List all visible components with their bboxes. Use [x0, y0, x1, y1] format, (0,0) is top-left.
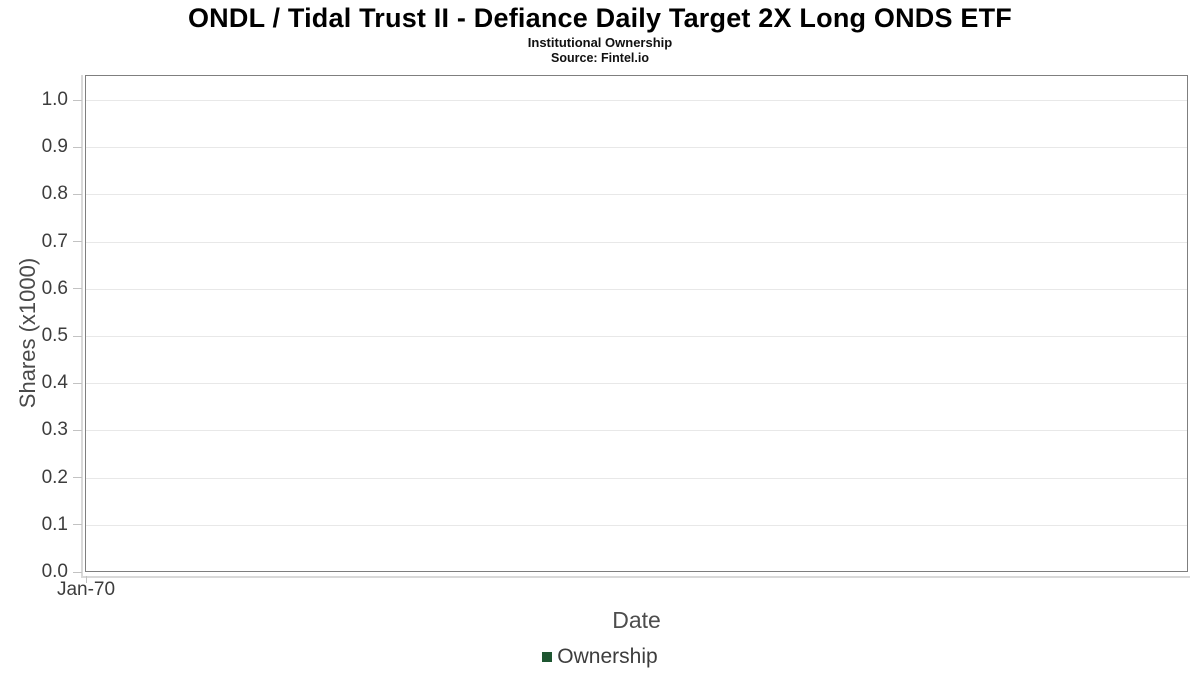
y-tick-label: 0.8 [41, 183, 68, 205]
y-tick-label: 0.0 [41, 561, 68, 582]
y-tick-mark [73, 193, 82, 195]
plot-area [85, 75, 1188, 572]
chart-title: ONDL / Tidal Trust II - Defiance Daily T… [187, 3, 1013, 33]
gridline [86, 100, 1187, 101]
y-axis-title: Shares (x1000) [15, 257, 40, 409]
y-tick-mark [73, 99, 82, 101]
y-tick-mark [73, 429, 82, 431]
y-tick-mark [73, 477, 82, 479]
legend: Ownership [0, 645, 1200, 669]
y-axis-line [81, 75, 83, 578]
y-tick-mark [73, 241, 82, 243]
chart-subtitle: Institutional Ownership [527, 35, 673, 50]
gridline [86, 241, 1187, 243]
y-tick-mark [73, 524, 82, 526]
gridline [86, 383, 1187, 385]
y-tick-label: 0.3 [41, 419, 68, 441]
legend-label: Ownership [557, 645, 658, 668]
y-tick-mark [73, 571, 82, 573]
legend-item-ownership[interactable]: Ownership [542, 645, 658, 669]
y-tick-label: 0.6 [41, 277, 68, 299]
y-tick-label: 1.0 [41, 89, 68, 110]
x-axis-line [81, 576, 1190, 578]
y-tick-mark [73, 288, 82, 290]
gridline [86, 147, 1187, 149]
x-tick-label: Jan-70 [56, 579, 116, 600]
y-tick-label: 0.1 [41, 513, 68, 535]
y-tick-mark [73, 335, 82, 337]
x-axis-title: Date [612, 607, 661, 633]
x-tick-mark [86, 576, 87, 583]
y-tick-label: 0.5 [41, 325, 68, 346]
gridline [86, 430, 1187, 432]
chart-source: Source: Fintel.io [551, 51, 649, 65]
gridline [86, 288, 1187, 290]
gridline [86, 524, 1187, 526]
gridline [86, 194, 1187, 196]
y-tick-label: 0.7 [41, 230, 68, 252]
y-tick-label: 0.9 [41, 136, 68, 158]
y-tick-label: 0.4 [41, 372, 68, 394]
legend-swatch-icon [542, 652, 553, 662]
y-tick-label: 0.2 [41, 466, 68, 488]
y-tick-mark [73, 382, 82, 384]
gridline [86, 477, 1187, 479]
y-tick-mark [73, 146, 82, 148]
gridline [86, 336, 1187, 337]
